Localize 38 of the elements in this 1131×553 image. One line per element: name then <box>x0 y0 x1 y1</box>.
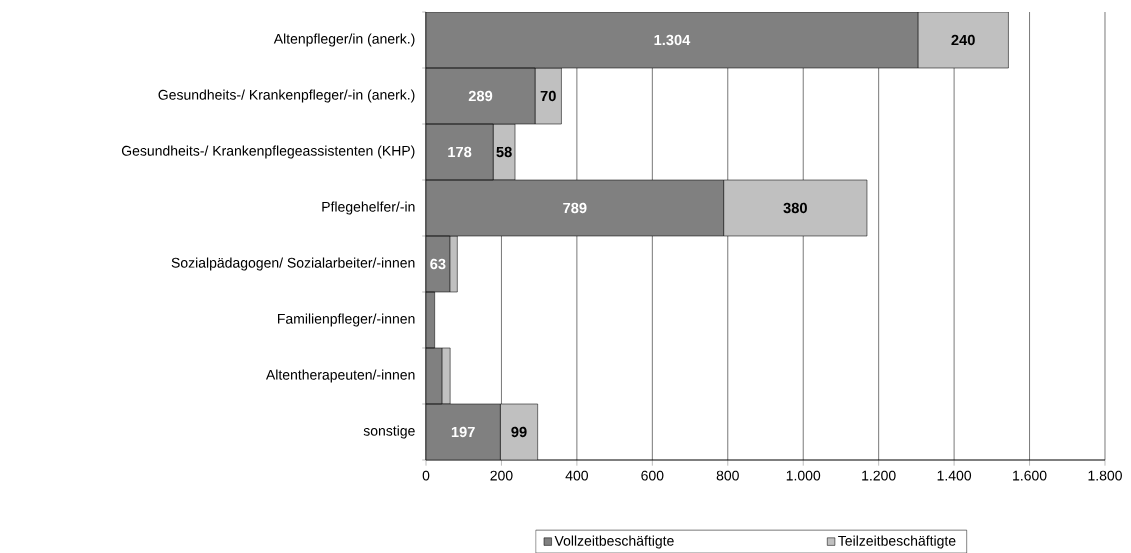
x-tick-label: 600 <box>641 470 664 481</box>
data-label: 1.304 <box>654 34 691 46</box>
x-tick-label: 1.200 <box>862 470 896 481</box>
x-tick-label: 1.400 <box>937 470 972 481</box>
x-tick-label: 0 <box>422 470 430 481</box>
y-tick-label: Sozialpädagogen/ Sozialarbeiter/-innen <box>171 257 415 271</box>
legend-label: Teilzeitbeschäftigte <box>838 535 956 549</box>
data-label: 99 <box>511 426 527 438</box>
y-tick-label: Altenpfleger/in (anerk.) <box>273 33 415 47</box>
bar <box>426 67 536 125</box>
bar <box>723 179 868 237</box>
y-tick-label: Altentherapeuten/-innen <box>265 369 415 383</box>
data-label: 58 <box>496 146 512 158</box>
bar <box>917 12 1009 69</box>
y-tick-label: Gesundheits-/ Krankenpflegeassistenten (KHP) <box>121 145 415 159</box>
y-tick-label: sonstige <box>363 425 415 439</box>
bar <box>426 179 724 237</box>
data-label: 380 <box>783 202 807 214</box>
x-tick-label: 1.800 <box>1088 470 1122 481</box>
y-tick-label: Gesundheits-/ Krankenpfleger/-in (anerk.) <box>158 89 415 103</box>
bar <box>426 123 494 181</box>
data-label: 178 <box>448 146 472 158</box>
bar <box>426 12 918 68</box>
data-label: 70 <box>540 90 556 102</box>
data-label: 240 <box>951 34 975 46</box>
data-label: 789 <box>563 202 587 214</box>
x-tick-label: 1.600 <box>1013 470 1047 481</box>
y-tick-label: Pflegehelfer/-in <box>322 201 415 215</box>
bar <box>426 403 501 460</box>
data-label: 289 <box>468 90 493 102</box>
x-tick-label: 800 <box>716 470 739 481</box>
x-tick-label: 400 <box>565 470 589 481</box>
x-tick-label: 200 <box>490 470 513 481</box>
x-tick-label: 1.000 <box>786 470 821 481</box>
legend-label: Vollzeitbeschäftigte <box>554 535 674 549</box>
data-label: 63 <box>430 258 446 270</box>
y-tick-label: Familienpfleger/-innen <box>278 313 415 327</box>
data-label: 197 <box>451 426 475 438</box>
